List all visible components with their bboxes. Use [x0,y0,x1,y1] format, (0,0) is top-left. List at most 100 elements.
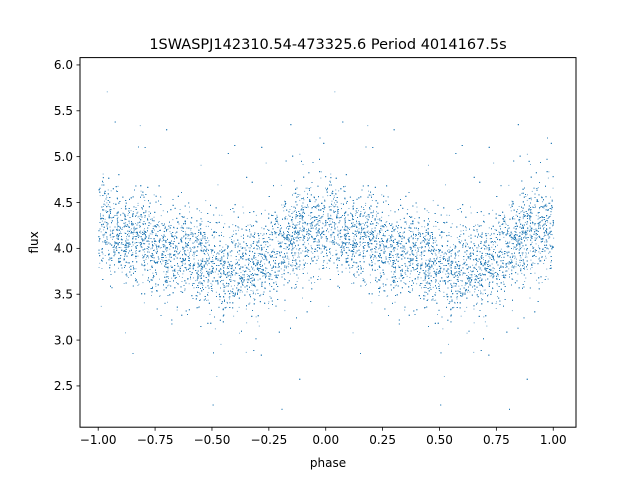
data-point [111,217,113,219]
data-point [521,192,523,194]
data-point [351,283,353,284]
data-point [256,289,258,291]
data-point [135,257,137,259]
data-point [292,211,294,213]
data-point [550,214,552,215]
data-point [132,224,134,226]
data-point [464,284,466,286]
data-point [385,246,386,248]
data-point [264,287,266,289]
data-point [511,233,513,235]
data-point [439,261,441,262]
data-point [172,219,174,221]
data-point [497,274,499,276]
data-point [106,238,108,240]
data-point [142,274,144,276]
data-point [425,264,427,266]
data-point [302,212,304,214]
data-point [403,246,405,247]
data-point [173,227,175,229]
data-point [394,301,396,303]
data-point [364,211,366,213]
data-point [352,332,354,334]
data-point [160,215,162,217]
data-point [450,265,452,267]
data-point [526,153,528,155]
data-point [199,223,201,224]
data-point [458,291,460,293]
data-point [132,242,133,244]
data-point [475,267,476,269]
data-point [177,272,179,274]
data-point [478,290,479,291]
data-point [122,227,123,229]
data-point [254,286,256,288]
data-point [545,206,547,208]
data-point [516,245,518,246]
data-point [531,190,533,192]
data-point [510,258,512,260]
data-point [481,269,483,271]
data-point [545,203,547,205]
data-point [420,277,422,279]
data-point [197,295,198,297]
data-point [304,206,306,208]
data-point [370,282,371,284]
data-point [197,236,198,237]
data-point [107,204,109,205]
data-point [324,225,326,227]
data-point [160,238,161,240]
data-point [376,216,378,218]
data-point [505,223,507,225]
data-point [234,274,236,276]
data-point [533,255,534,256]
data-point [416,239,418,241]
data-point [359,224,360,226]
data-point [314,282,316,283]
data-point [448,214,450,216]
data-point [263,275,265,277]
data-point [126,238,127,240]
data-point [536,238,538,239]
data-point [320,238,322,239]
data-point [309,229,311,231]
data-point [384,252,386,254]
data-point [144,243,146,245]
data-point [253,269,255,271]
data-point [453,285,455,287]
data-point [190,221,191,223]
data-point [163,224,165,226]
data-point [537,215,539,217]
data-point [445,265,446,266]
data-point [200,259,202,261]
data-point [318,268,320,270]
data-point [446,269,448,271]
data-point [113,203,115,205]
data-point [141,263,143,265]
data-point [198,234,199,236]
data-point [222,246,224,248]
data-point [315,206,316,208]
data-point [232,234,234,235]
data-point [428,247,430,249]
data-point [536,236,538,238]
data-point [518,206,520,207]
data-point [481,298,482,300]
data-point [200,270,202,272]
data-point [427,272,429,274]
data-point [415,238,417,239]
data-point [512,237,514,239]
data-point [448,232,450,233]
data-point [330,236,332,238]
data-point [414,218,416,219]
data-point [352,205,354,207]
data-point [302,297,303,299]
data-point [501,233,503,235]
data-point [461,285,463,287]
data-point [217,280,219,282]
data-point [405,274,407,275]
data-point [531,241,533,243]
data-point [542,248,544,250]
data-point [304,246,306,248]
data-point [374,246,376,247]
